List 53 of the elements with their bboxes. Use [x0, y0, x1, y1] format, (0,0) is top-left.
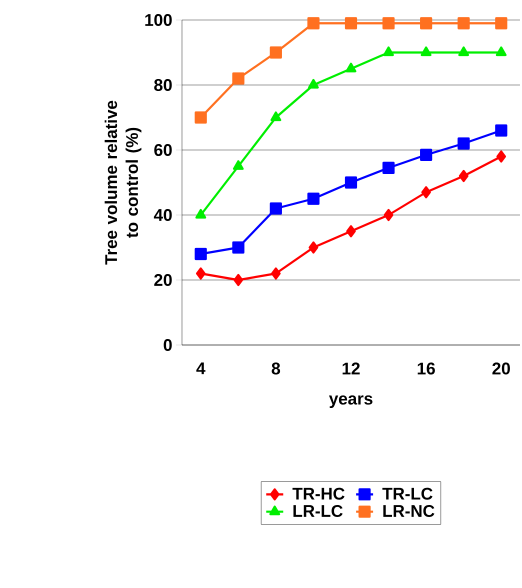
legend-label: TR-HC	[292, 488, 345, 500]
x-tick-label: 16	[418, 362, 435, 375]
point	[382, 17, 395, 30]
point	[421, 186, 431, 198]
point	[344, 176, 358, 189]
point	[270, 202, 282, 215]
point	[234, 274, 244, 286]
point	[270, 111, 282, 122]
point	[307, 192, 320, 205]
x-axis-title: years	[328, 395, 372, 408]
point	[458, 137, 470, 150]
point	[495, 17, 508, 30]
point	[384, 208, 394, 222]
point	[346, 225, 356, 238]
point	[232, 241, 244, 254]
point	[232, 160, 244, 170]
x-tick-label: 4	[196, 362, 206, 374]
y-tick-label: 60	[154, 144, 172, 156]
legend-label: LR-NC	[383, 505, 434, 517]
y-tick-label: 20	[154, 274, 172, 286]
point	[270, 46, 282, 59]
point	[308, 78, 319, 89]
x-tick-label: 12	[342, 362, 360, 374]
y-tick-label: 40	[154, 209, 172, 222]
point	[495, 124, 508, 137]
point	[195, 208, 206, 219]
point	[496, 150, 506, 163]
y-tick-label: 100	[145, 14, 172, 26]
point	[346, 62, 356, 72]
point	[271, 267, 281, 280]
point	[383, 46, 394, 56]
y-tick-label: 0	[164, 339, 172, 352]
legend-label: TR-LC	[382, 488, 433, 500]
point	[307, 17, 320, 30]
point	[232, 72, 244, 85]
point	[458, 17, 470, 30]
x-tick-label: 20	[492, 362, 510, 375]
point	[344, 17, 358, 30]
x-tick-label: 8	[272, 362, 280, 375]
point	[458, 170, 468, 182]
point	[308, 241, 318, 254]
legend-label: LR-LC	[293, 505, 343, 517]
point	[194, 111, 207, 124]
point	[420, 46, 432, 56]
point	[420, 148, 432, 161]
y-axis-title: Tree volume relative to control (%)	[104, 100, 142, 265]
point	[382, 162, 395, 174]
y-tick-label: 80	[154, 79, 172, 91]
point	[496, 46, 507, 56]
point	[420, 17, 432, 30]
point	[194, 248, 207, 260]
point	[458, 46, 470, 56]
point	[196, 267, 206, 280]
